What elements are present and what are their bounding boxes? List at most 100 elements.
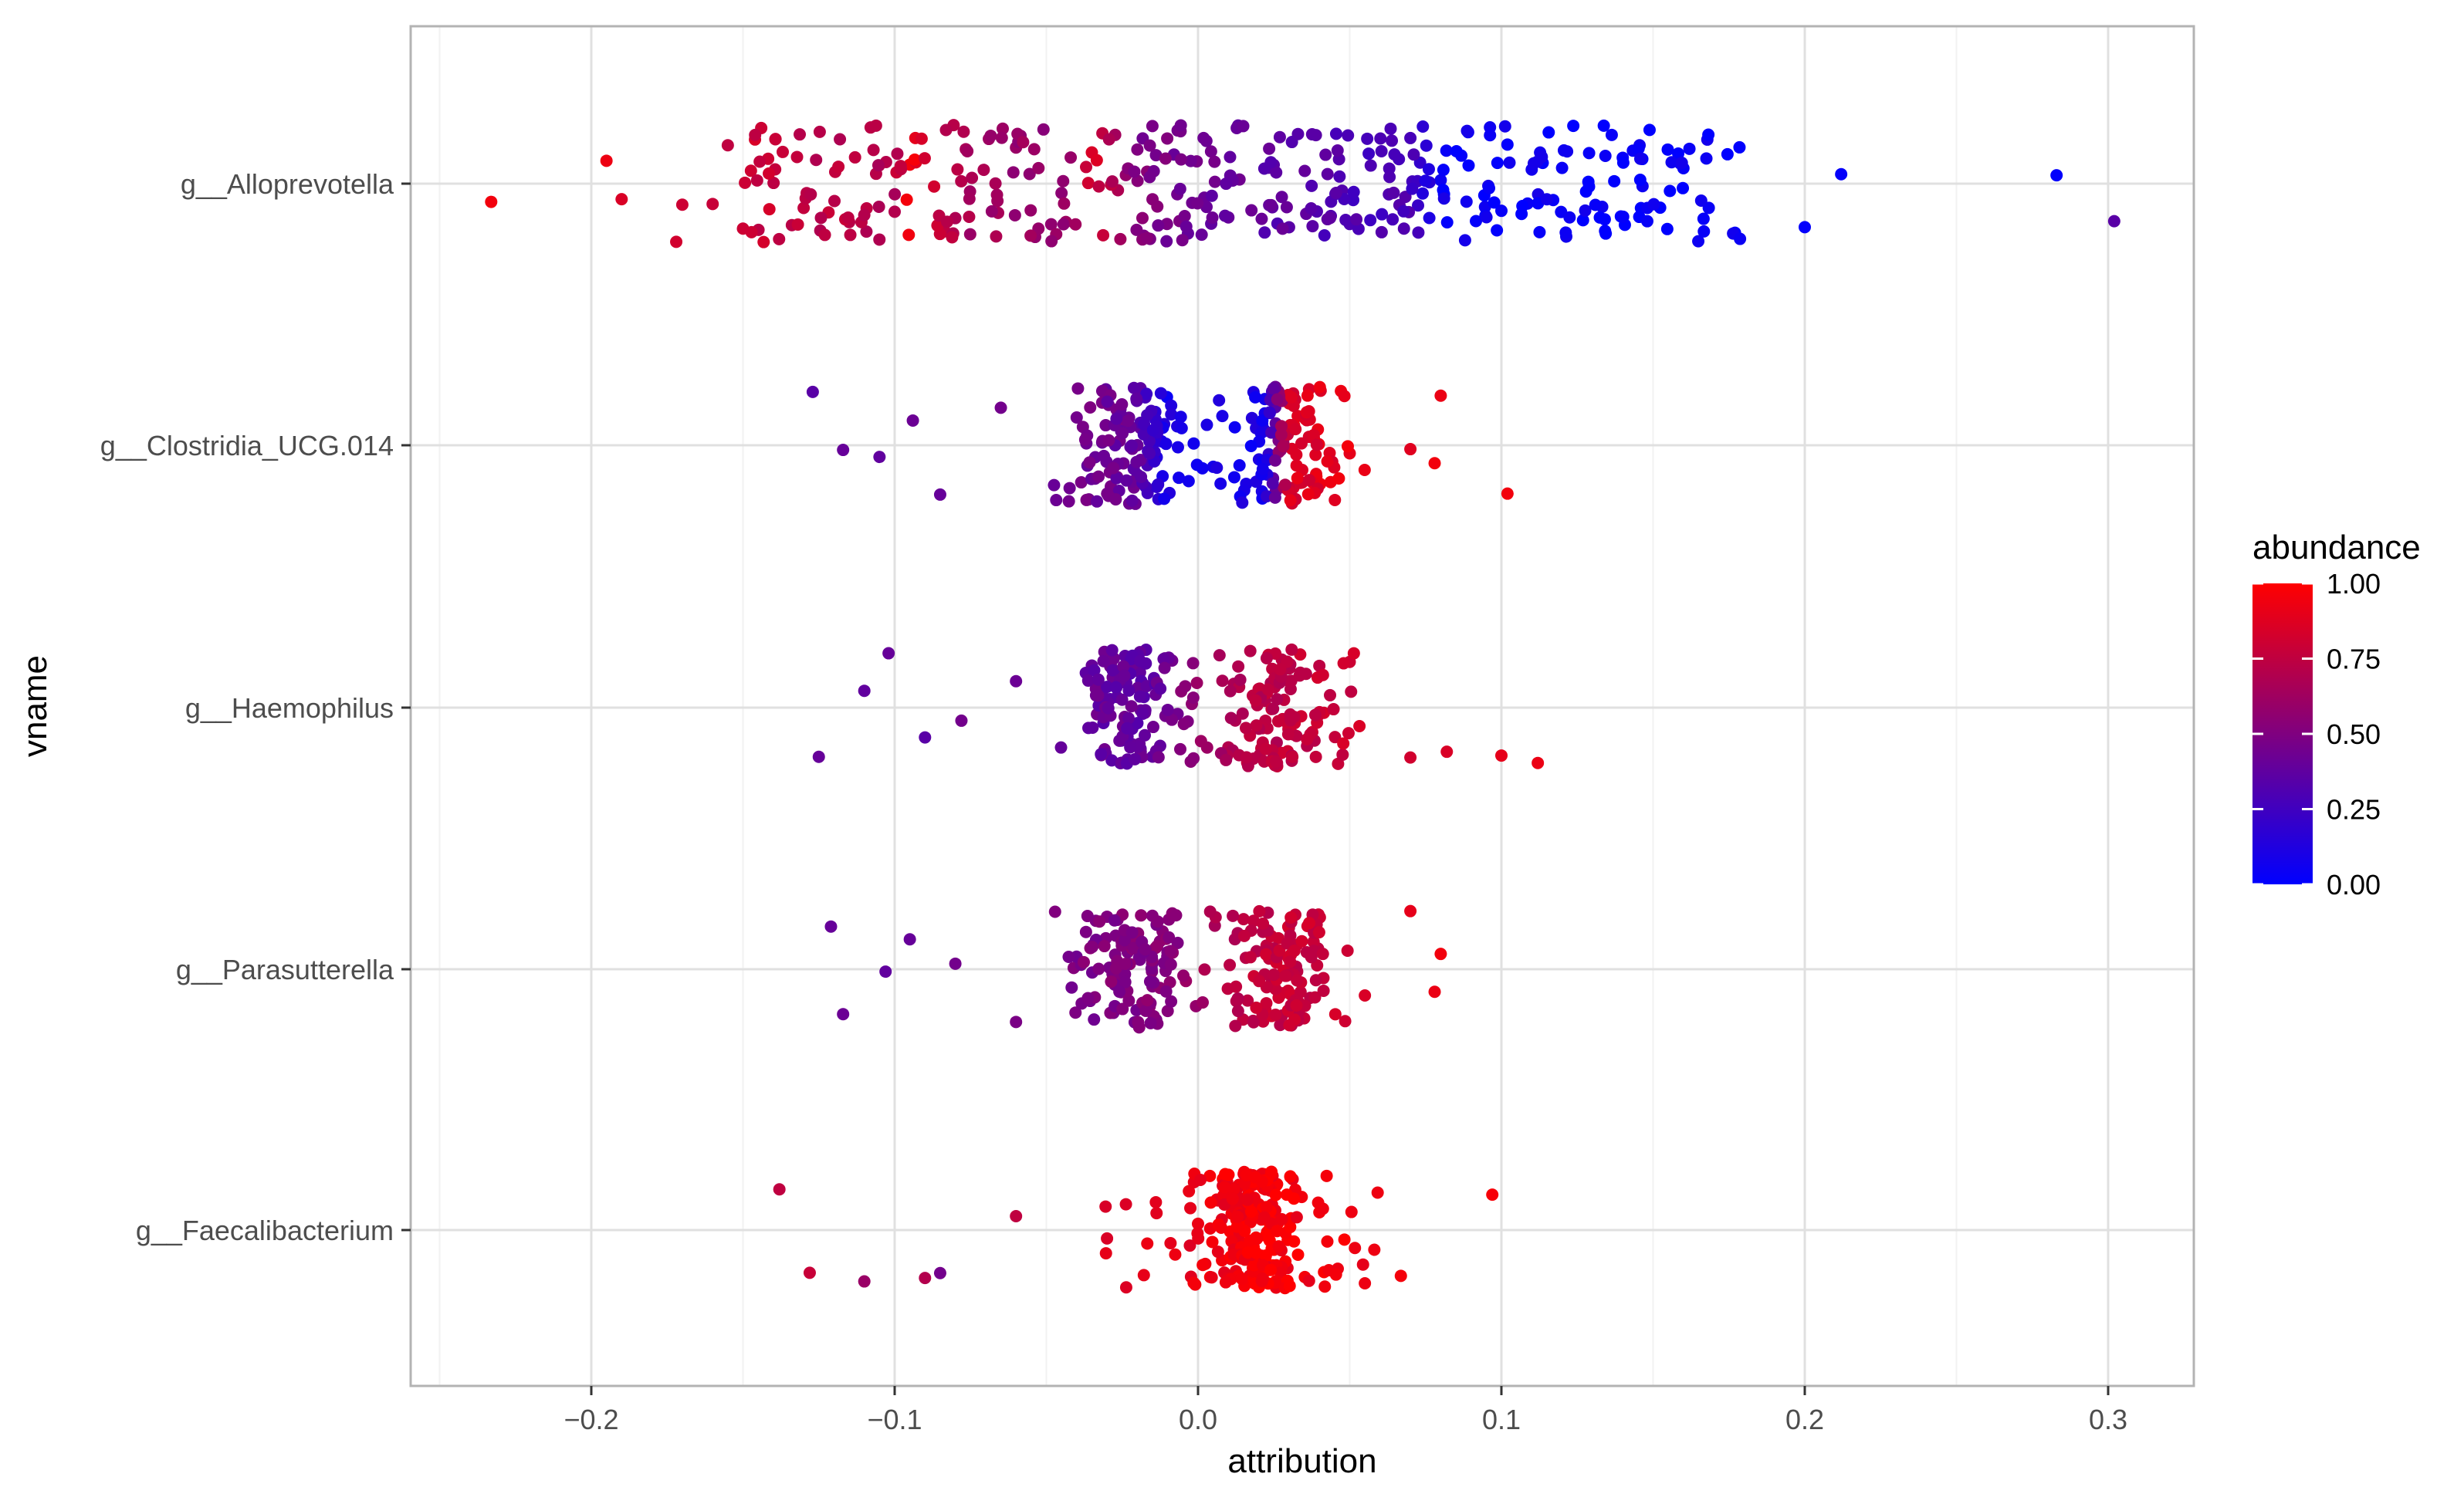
data-point <box>1117 660 1130 673</box>
data-point <box>1412 226 1425 239</box>
data-point <box>1332 471 1345 485</box>
data-point <box>1143 139 1156 152</box>
data-point <box>1116 427 1129 440</box>
data-point <box>1231 1210 1244 1223</box>
data-point <box>1064 151 1078 164</box>
data-point <box>1176 234 1189 247</box>
data-point <box>1249 1171 1262 1184</box>
data-point <box>1210 461 1224 475</box>
data-point <box>1245 411 1258 424</box>
data-point <box>1183 1185 1196 1198</box>
x-axis-title: attribution <box>1227 1442 1376 1480</box>
data-point <box>1127 381 1140 394</box>
data-point <box>1599 227 1613 240</box>
data-point <box>1065 981 1078 994</box>
data-point <box>1318 228 1331 242</box>
data-point <box>1196 996 1210 1009</box>
data-point <box>1397 204 1410 218</box>
data-point <box>1305 951 1318 964</box>
data-point <box>1045 235 1058 248</box>
data-point <box>1226 1192 1239 1205</box>
data-point <box>1491 224 1504 237</box>
data-point <box>1268 968 1281 982</box>
data-point <box>1165 995 1178 1008</box>
data-point <box>1186 657 1200 670</box>
data-point <box>1419 174 1432 188</box>
data-point <box>1291 974 1304 987</box>
data-point <box>767 177 780 190</box>
data-point <box>1118 934 1131 947</box>
data-point <box>1434 948 1447 961</box>
data-point <box>1250 1001 1263 1014</box>
data-point <box>1216 674 1229 688</box>
data-point <box>1495 204 1508 218</box>
data-point <box>985 204 998 218</box>
data-point <box>1404 904 1417 918</box>
data-point <box>1275 191 1288 204</box>
data-point <box>818 228 831 242</box>
data-point <box>961 144 974 157</box>
data-point <box>1434 389 1447 402</box>
data-point <box>1274 428 1288 441</box>
data-point <box>1264 156 1278 169</box>
data-point <box>1219 1168 1232 1181</box>
x-tick-label: 0.3 <box>2089 1404 2127 1435</box>
data-point <box>1081 177 1095 190</box>
data-point <box>1106 664 1119 677</box>
data-point <box>977 164 990 177</box>
data-point <box>1345 685 1358 698</box>
data-point <box>763 167 776 180</box>
data-point <box>1375 145 1388 158</box>
data-point <box>1203 905 1217 918</box>
data-point <box>1130 223 1143 236</box>
data-point <box>1090 154 1103 167</box>
data-point <box>773 1183 786 1196</box>
data-point <box>1125 439 1139 452</box>
data-point <box>1101 395 1114 408</box>
data-point <box>1337 737 1350 750</box>
data-point <box>1194 1173 1207 1186</box>
data-point <box>1593 211 1606 224</box>
data-point <box>2107 215 2120 228</box>
data-point <box>1336 748 1349 761</box>
data-point <box>1320 1169 1333 1182</box>
data-point <box>940 215 953 228</box>
data-point <box>745 225 758 238</box>
data-point <box>1316 948 1329 961</box>
data-point <box>1144 1016 1157 1029</box>
data-point <box>1440 745 1454 759</box>
data-point <box>1109 962 1122 975</box>
legend-tick-label: 0.25 <box>2327 794 2381 826</box>
data-point <box>1062 495 1075 508</box>
data-point <box>1115 398 1129 411</box>
data-point <box>1075 476 1088 489</box>
data-point <box>1407 148 1420 161</box>
data-point <box>1180 220 1193 233</box>
data-point <box>1557 144 1570 157</box>
data-point <box>1247 914 1260 928</box>
data-point <box>1305 128 1318 141</box>
data-point <box>1277 440 1290 453</box>
data-point <box>2050 169 2063 182</box>
data-point <box>1371 1186 1384 1199</box>
data-point <box>994 401 1007 414</box>
data-point <box>1108 914 1121 927</box>
data-point <box>1275 1213 1288 1226</box>
data-point <box>1143 447 1156 460</box>
data-point <box>1253 904 1266 918</box>
x-axis-ticks: −0.2 −0.1 0.0 0.1 0.2 0.3 <box>564 1386 2127 1435</box>
data-point <box>1412 199 1425 212</box>
data-point <box>900 193 913 206</box>
data-point <box>1048 478 1061 492</box>
data-point <box>903 933 916 946</box>
data-point <box>1309 448 1322 461</box>
data-point <box>1206 1235 1219 1249</box>
data-point <box>1470 215 1483 228</box>
data-point <box>1093 915 1106 928</box>
data-point <box>1175 153 1188 166</box>
data-point <box>1122 711 1135 725</box>
data-point <box>1224 684 1237 698</box>
data-point <box>1661 143 1674 156</box>
data-point <box>1115 693 1129 706</box>
data-point <box>1290 1211 1303 1224</box>
